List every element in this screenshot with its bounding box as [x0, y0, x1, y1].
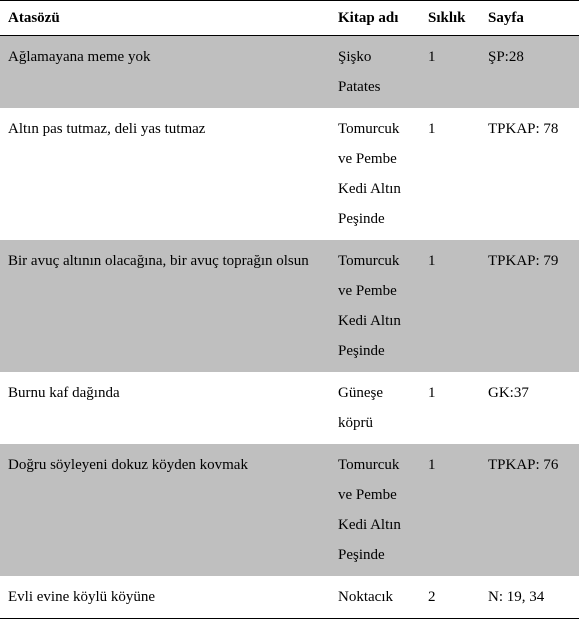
cell-siklik: 1	[420, 372, 480, 444]
cell-siklik: 1	[420, 108, 480, 240]
cell-sayfa: TPKAP: 79	[480, 240, 579, 372]
table-header-row: Atasözü Kitap adı Sıklık Sayfa	[0, 1, 579, 36]
cell-atasozu: Altın pas tutmaz, deli yas tutmaz	[0, 108, 330, 240]
cell-atasozu: Doğru söyleyeni dokuz köyden kovmak	[0, 444, 330, 576]
proverbs-table: Atasözü Kitap adı Sıklık Sayfa Ağlamayan…	[0, 0, 579, 619]
cell-sayfa: TPKAP: 78	[480, 108, 579, 240]
table-row: Doğru söyleyeni dokuz köyden kovmak Tomu…	[0, 444, 579, 576]
table-body: Ağlamayana meme yok Şişko Patates 1 ŞP:2…	[0, 36, 579, 619]
cell-atasozu: Burnu kaf dağında	[0, 372, 330, 444]
cell-atasozu: Evli evine köylü köyüne	[0, 576, 330, 619]
table-row: Evli evine köylü köyüne Noktacık 2 N: 19…	[0, 576, 579, 619]
table-row: Bir avuç altının olacağına, bir avuç top…	[0, 240, 579, 372]
cell-kitap-adi: Güneşe köprü	[330, 372, 420, 444]
col-header-siklik: Sıklık	[420, 1, 480, 36]
col-header-kitap-adi: Kitap adı	[330, 1, 420, 36]
col-header-sayfa: Sayfa	[480, 1, 579, 36]
cell-sayfa: GK:37	[480, 372, 579, 444]
cell-kitap-adi: Tomurcuk ve Pembe Kedi Altın Peşinde	[330, 240, 420, 372]
cell-sayfa: TPKAP: 76	[480, 444, 579, 576]
cell-siklik: 2	[420, 576, 480, 619]
cell-kitap-adi: Tomurcuk ve Pembe Kedi Altın Peşinde	[330, 108, 420, 240]
col-header-atasozu: Atasözü	[0, 1, 330, 36]
cell-atasozu: Ağlamayana meme yok	[0, 36, 330, 109]
cell-kitap-adi: Şişko Patates	[330, 36, 420, 109]
cell-siklik: 1	[420, 36, 480, 109]
table-row: Altın pas tutmaz, deli yas tutmaz Tomurc…	[0, 108, 579, 240]
table-row: Burnu kaf dağında Güneşe köprü 1 GK:37	[0, 372, 579, 444]
table-row: Ağlamayana meme yok Şişko Patates 1 ŞP:2…	[0, 36, 579, 109]
cell-atasozu: Bir avuç altının olacağına, bir avuç top…	[0, 240, 330, 372]
cell-siklik: 1	[420, 444, 480, 576]
cell-siklik: 1	[420, 240, 480, 372]
cell-sayfa: N: 19, 34	[480, 576, 579, 619]
cell-kitap-adi: Noktacık	[330, 576, 420, 619]
cell-sayfa: ŞP:28	[480, 36, 579, 109]
cell-kitap-adi: Tomurcuk ve Pembe Kedi Altın Peşinde	[330, 444, 420, 576]
